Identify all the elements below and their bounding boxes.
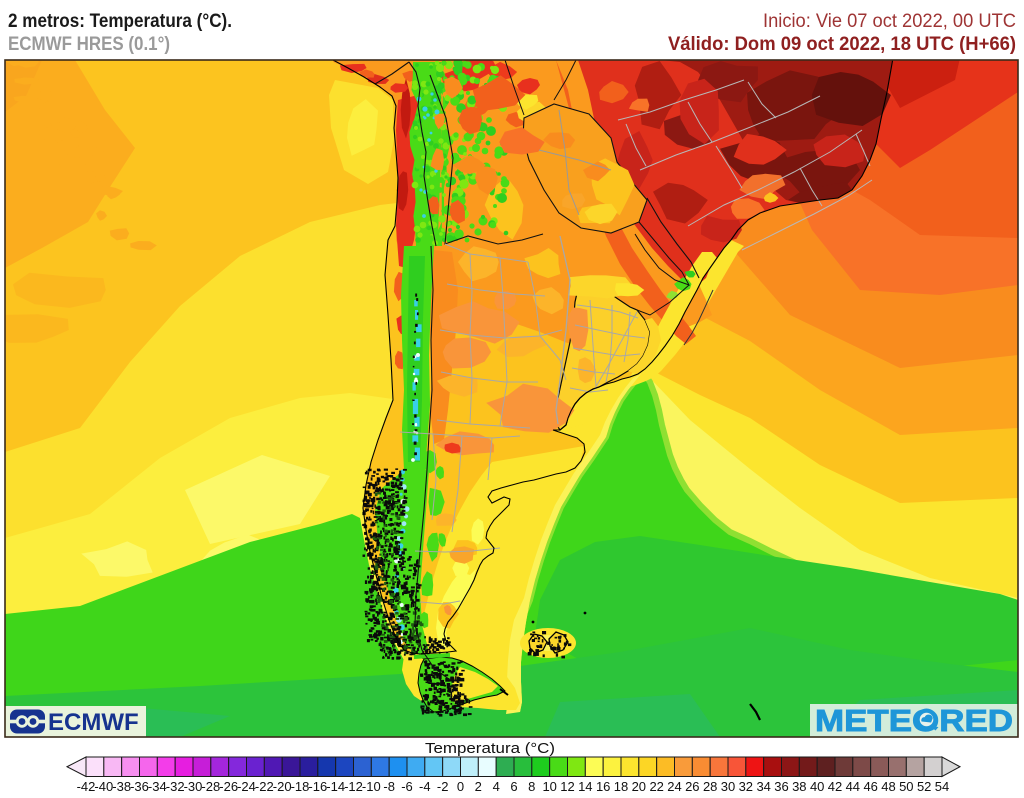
svg-text:2 metros: Temperatura (°C).: 2 metros: Temperatura (°C). xyxy=(8,11,232,32)
svg-text:46: 46 xyxy=(863,779,877,794)
svg-text:ECMWF: ECMWF xyxy=(48,709,139,736)
svg-text:34: 34 xyxy=(756,779,770,794)
svg-text:48: 48 xyxy=(881,779,895,794)
svg-text:-24: -24 xyxy=(237,779,256,794)
svg-text:-26: -26 xyxy=(219,779,238,794)
svg-text:32: 32 xyxy=(739,779,753,794)
svg-text:-18: -18 xyxy=(291,779,310,794)
svg-text:-10: -10 xyxy=(362,779,381,794)
svg-text:-28: -28 xyxy=(201,779,220,794)
svg-text:24: 24 xyxy=(667,779,681,794)
svg-text:38: 38 xyxy=(792,779,806,794)
svg-text:26: 26 xyxy=(685,779,699,794)
svg-text:-40: -40 xyxy=(94,779,113,794)
svg-text:-8: -8 xyxy=(383,779,395,794)
svg-text:20: 20 xyxy=(632,779,646,794)
svg-text:-16: -16 xyxy=(308,779,327,794)
svg-text:6: 6 xyxy=(510,779,517,794)
svg-text:-38: -38 xyxy=(112,779,131,794)
svg-text:-30: -30 xyxy=(184,779,203,794)
svg-text:4: 4 xyxy=(493,779,500,794)
svg-text:-20: -20 xyxy=(273,779,292,794)
svg-text:10: 10 xyxy=(542,779,556,794)
svg-text:52: 52 xyxy=(917,779,931,794)
svg-text:2: 2 xyxy=(475,779,482,794)
svg-text:0: 0 xyxy=(457,779,464,794)
svg-text:-2: -2 xyxy=(437,779,449,794)
svg-text:30: 30 xyxy=(721,779,735,794)
svg-text:-6: -6 xyxy=(401,779,413,794)
svg-text:Inicio: Vie 07 oct 2022, 00 UT: Inicio: Vie 07 oct 2022, 00 UTC xyxy=(763,11,1016,32)
svg-text:42: 42 xyxy=(828,779,842,794)
svg-text:44: 44 xyxy=(846,779,860,794)
svg-text:ECMWF HRES (0.1°): ECMWF HRES (0.1°) xyxy=(8,34,170,55)
svg-text:METEORED: METEORED xyxy=(815,703,1013,738)
svg-text:50: 50 xyxy=(899,779,913,794)
svg-text:12: 12 xyxy=(560,779,574,794)
svg-text:Válido: Dom 09 oct 2022, 18 UT: Válido: Dom 09 oct 2022, 18 UTC (H+66) xyxy=(668,34,1016,55)
svg-text:28: 28 xyxy=(703,779,717,794)
svg-text:-12: -12 xyxy=(344,779,363,794)
svg-text:40: 40 xyxy=(810,779,824,794)
svg-text:-22: -22 xyxy=(255,779,274,794)
svg-text:-4: -4 xyxy=(419,779,431,794)
svg-text:14: 14 xyxy=(578,779,592,794)
svg-text:-42: -42 xyxy=(77,779,96,794)
svg-text:Temperatura (°C): Temperatura (°C) xyxy=(425,740,555,757)
svg-text:-36: -36 xyxy=(130,779,149,794)
svg-text:16: 16 xyxy=(596,779,610,794)
svg-text:8: 8 xyxy=(528,779,535,794)
svg-text:-32: -32 xyxy=(166,779,185,794)
svg-text:36: 36 xyxy=(774,779,788,794)
svg-text:-14: -14 xyxy=(326,779,345,794)
svg-text:18: 18 xyxy=(614,779,628,794)
svg-text:-34: -34 xyxy=(148,779,167,794)
svg-text:54: 54 xyxy=(935,779,949,794)
svg-text:22: 22 xyxy=(649,779,663,794)
